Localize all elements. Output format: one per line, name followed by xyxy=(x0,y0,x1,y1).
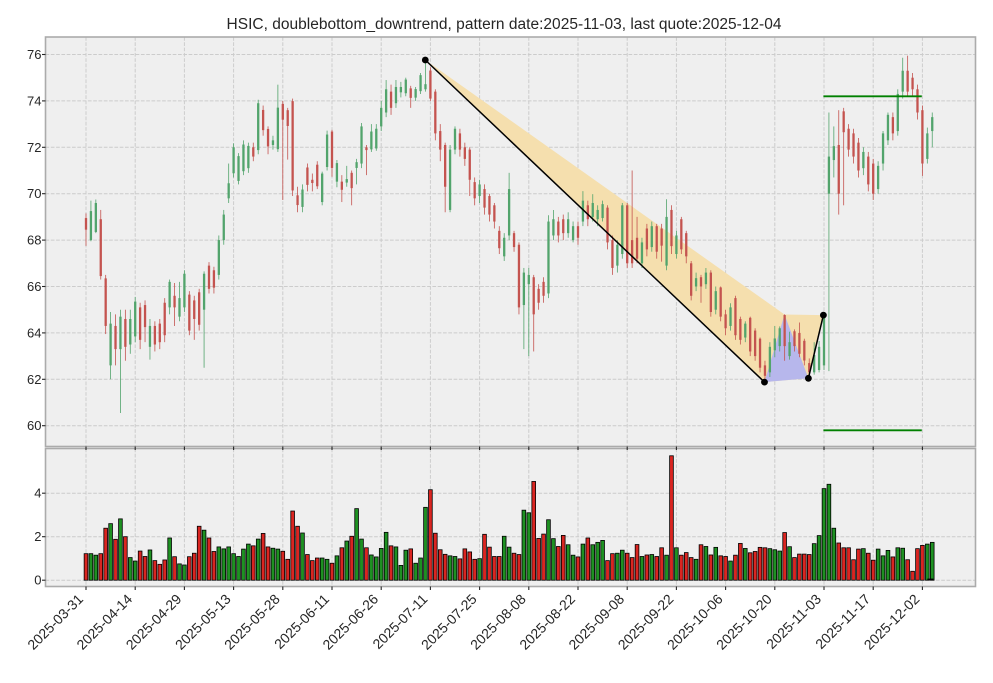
svg-text:74: 74 xyxy=(27,93,41,108)
svg-text:0: 0 xyxy=(34,573,41,588)
svg-text:72: 72 xyxy=(27,140,41,155)
svg-text:68: 68 xyxy=(27,233,41,248)
svg-text:HSIC, doublebottom_downtrend,: HSIC, doublebottom_downtrend, pattern da… xyxy=(227,16,782,33)
svg-text:70: 70 xyxy=(27,186,41,201)
svg-text:66: 66 xyxy=(27,279,41,294)
svg-text:76: 76 xyxy=(27,47,41,62)
svg-text:64: 64 xyxy=(27,325,41,340)
svg-text:2: 2 xyxy=(34,529,41,544)
svg-text:60: 60 xyxy=(27,418,41,433)
svg-text:4: 4 xyxy=(34,486,41,501)
svg-text:62: 62 xyxy=(27,372,41,387)
